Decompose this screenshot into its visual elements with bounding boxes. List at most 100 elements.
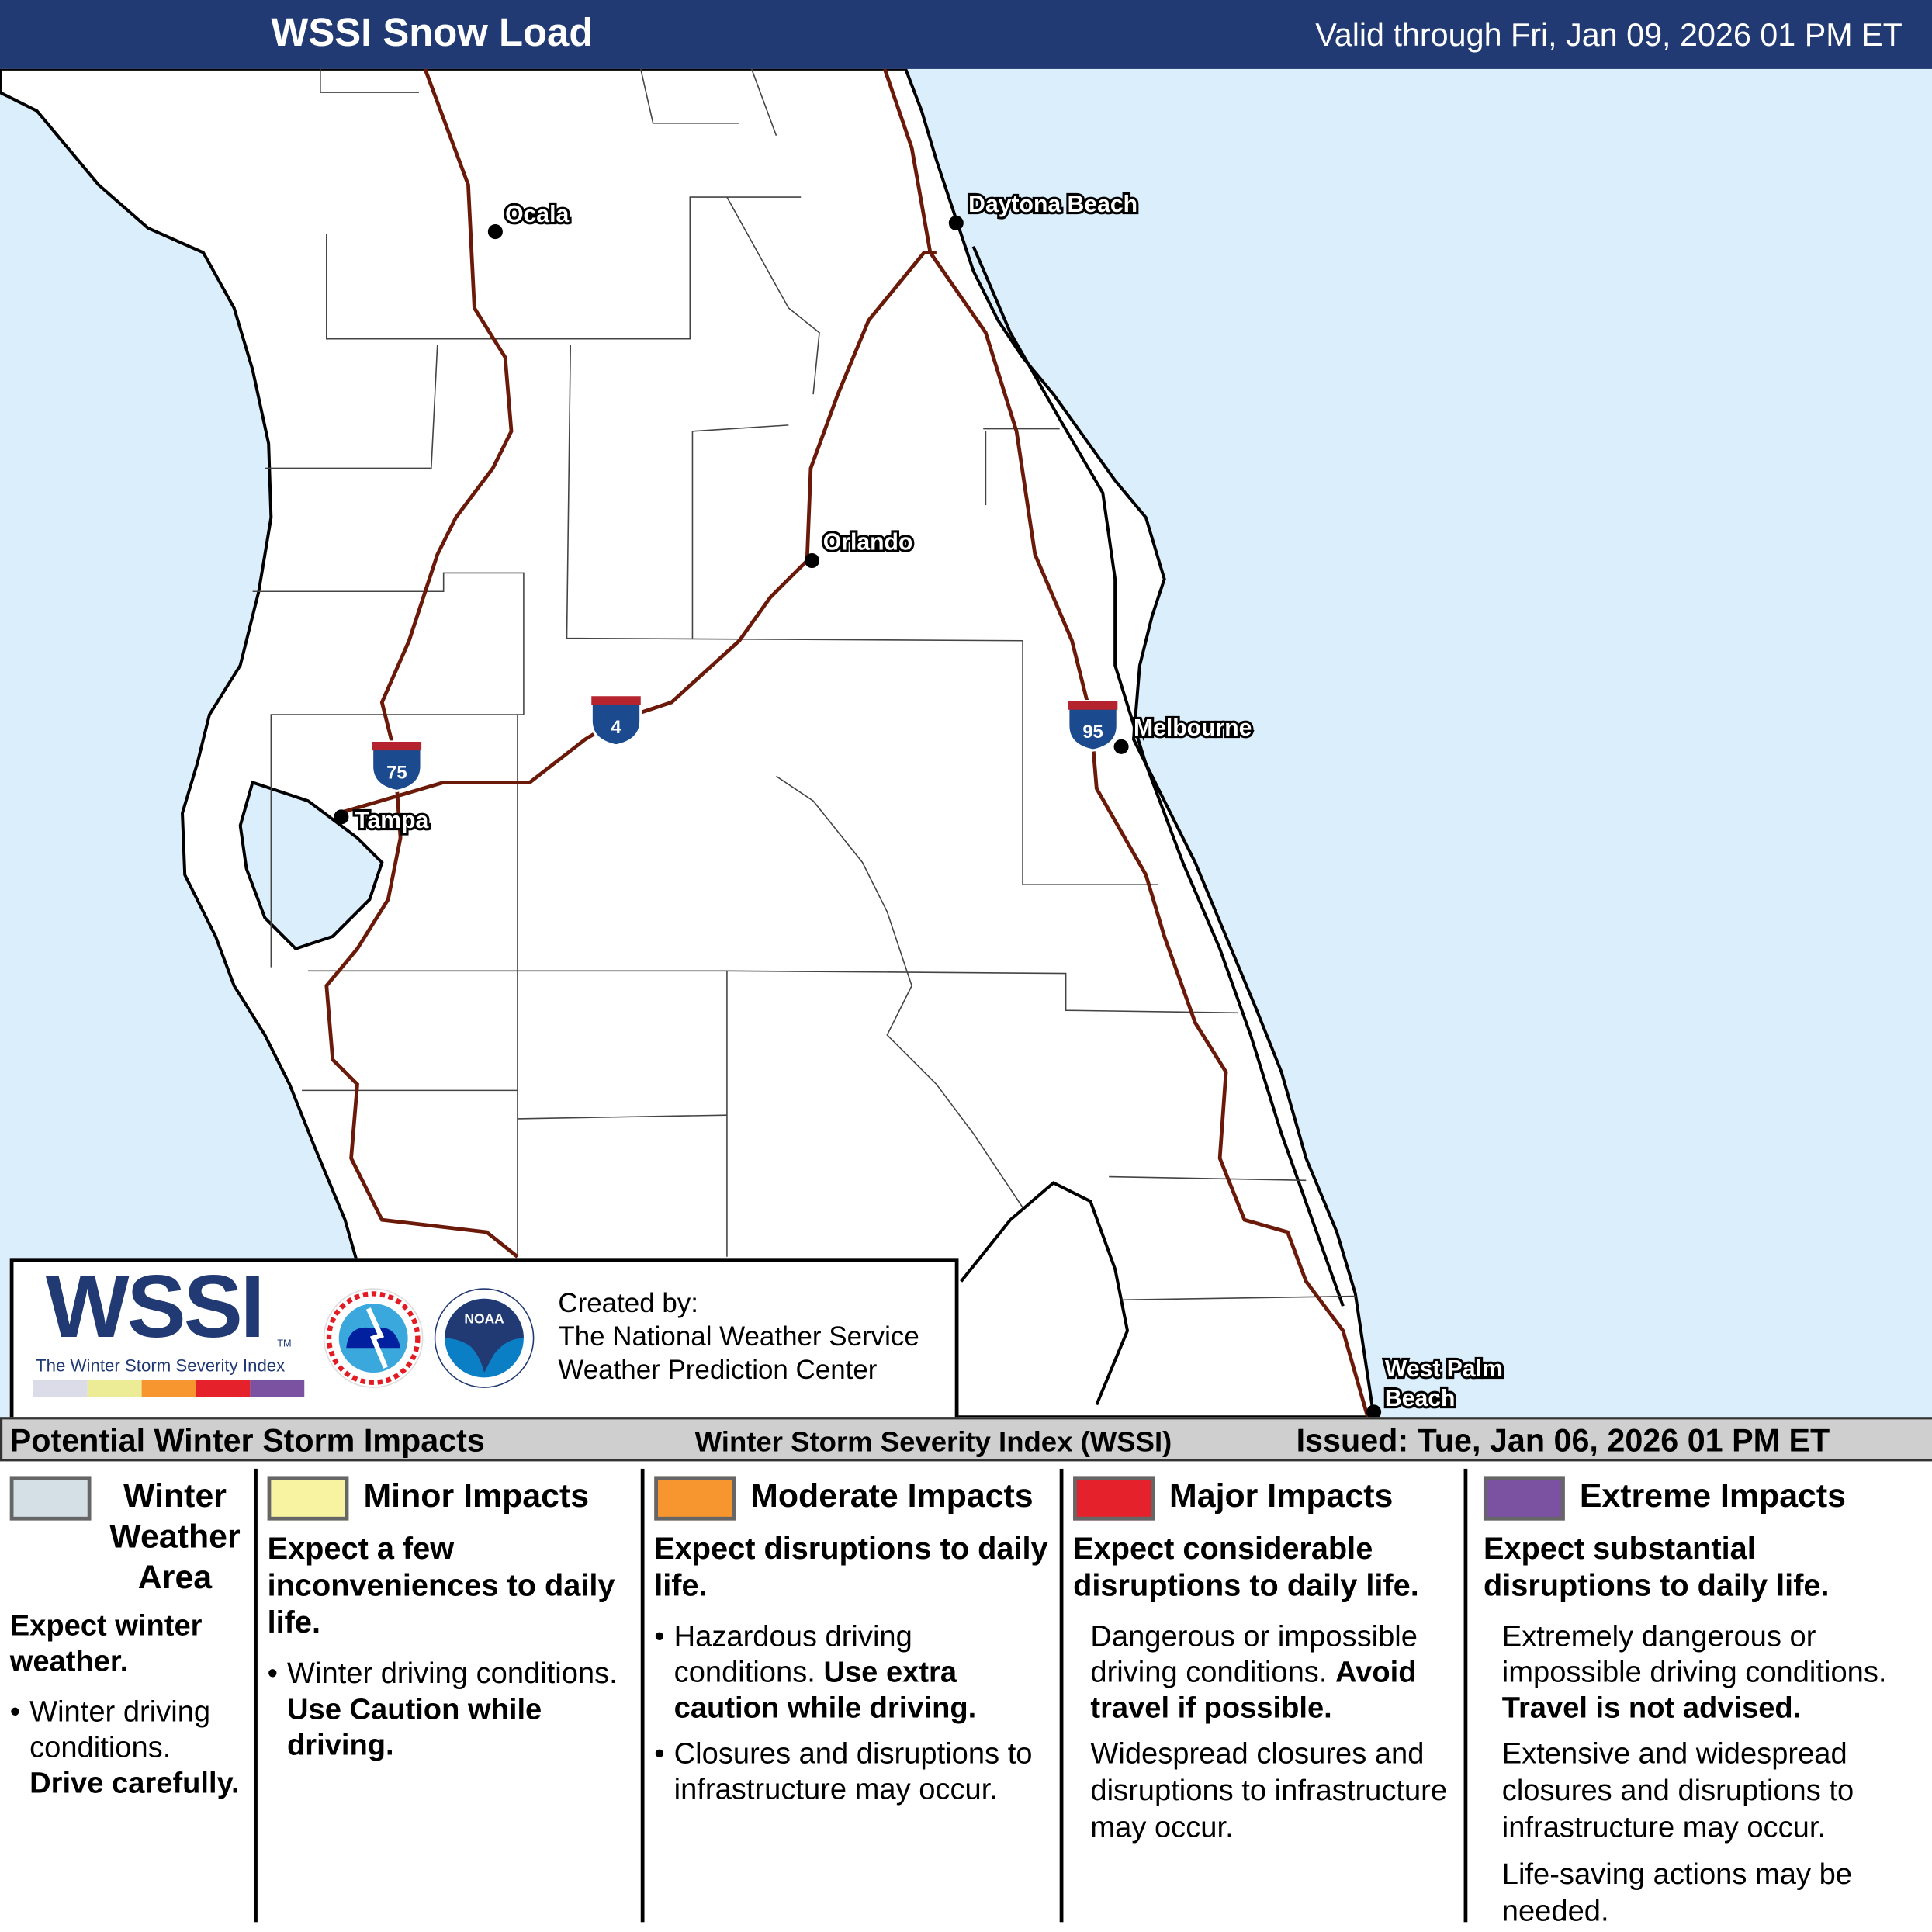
shield-i75: 75 <box>370 740 423 793</box>
city-label-beach: Beach <box>1385 1386 1456 1411</box>
legend-bold: Avoid travel if possible. <box>1090 1656 1417 1726</box>
trademark: TM <box>277 1338 292 1349</box>
cities: Ocala Daytona Beach Orlando Melbourne Ta… <box>334 189 1505 1418</box>
legend-extreme-impacts: Extreme Impacts Expect substantial disru… <box>1467 1464 1932 1928</box>
shield-i95: 95 <box>1067 699 1119 752</box>
i4-route <box>338 251 937 815</box>
city-label-orlando: Orlando <box>823 529 913 555</box>
org-nws: The National Weather Service <box>558 1321 919 1352</box>
legend-summary: Expect winter weather. <box>9 1608 203 1678</box>
legend-winter-weather-area: Winter Weather Area Expect winter weathe… <box>0 1464 251 1923</box>
legend-bullet: • Winter driving conditions. Drive carefu… <box>10 1695 249 1802</box>
florida-land <box>0 68 1376 1418</box>
legend-summary: Expect disruptions to daily life. <box>654 1531 1048 1604</box>
legend-bullet: • Hazardous driving conditions. Use extr… <box>654 1619 1052 1726</box>
shield-number: 75 <box>386 763 407 784</box>
org-wpc: Weather Prediction Center <box>558 1354 878 1385</box>
legend-text2: Widespread closures and disruptions to i… <box>1090 1737 1448 1845</box>
shield-number: 95 <box>1082 722 1103 743</box>
bullet: • <box>267 1657 278 1691</box>
legend-moderate-impacts: Moderate Impacts Expect disruptions to d… <box>645 1464 1060 1923</box>
legend-minor-impacts: Minor Impacts Expect a few inconvenience… <box>258 1464 641 1923</box>
legend-bullet: • Closures and disruptions to infrastruc… <box>654 1736 1052 1808</box>
city-label-west-palm: West Palm <box>1385 1356 1503 1382</box>
legend-bullet: • Winter driving conditions. Use Caution… <box>268 1656 636 1763</box>
city-dot-orlando <box>804 553 820 569</box>
interstate-shield-icon <box>370 740 423 793</box>
map: 75 4 95 Ocala Daytona Beach Orlando Melb… <box>0 68 1932 1418</box>
legend-swatch <box>1073 1476 1155 1521</box>
legend-bold: Drive carefully. <box>29 1767 240 1801</box>
lake-okeechobee-shore <box>960 1181 1130 1406</box>
impacts-heading: Potential Winter Storm Impacts <box>9 1421 485 1459</box>
interstate-shield-icon <box>590 694 642 747</box>
city-dot-daytona <box>948 215 964 230</box>
impacts-header-strip: Potential Winter Storm Impacts Winter St… <box>0 1417 1932 1462</box>
shield-number: 4 <box>611 717 621 738</box>
legend-text: Hazardous driving conditions. <box>673 1620 912 1690</box>
header-bar: WSSI Snow Load Valid through Fri, Jan 09… <box>0 0 1932 69</box>
legend-body: Dangerous or impossible driving conditio… <box>1073 1619 1459 1726</box>
legend-head: Moderate Impacts <box>654 1476 1052 1521</box>
legend-body: Winter driving conditions. Use Caution w… <box>287 1656 635 1763</box>
legend-swatch <box>9 1476 92 1521</box>
legend-swatch <box>267 1476 349 1521</box>
bullet: • <box>654 1620 665 1654</box>
legend-divider <box>1463 1468 1468 1923</box>
legend-divider <box>1059 1468 1064 1923</box>
legend-text2: Closures and disruptions to infrastructu… <box>673 1737 1033 1807</box>
bullet: • <box>9 1695 21 1729</box>
legend-text: Dangerous or impossible driving conditio… <box>1090 1620 1418 1690</box>
legend-swatch <box>654 1476 736 1521</box>
legend-body: Winter driving conditions. Drive carefull… <box>29 1695 249 1802</box>
legend-head: Winter Weather Area <box>9 1476 249 1598</box>
legend-head: Minor Impacts <box>267 1476 636 1521</box>
legend-title: Major Impacts <box>1169 1477 1394 1515</box>
city-label-tampa: Tampa <box>355 808 428 833</box>
city-label-ocala: Ocala <box>505 202 569 227</box>
bullet: • <box>654 1737 665 1771</box>
legend-summary: Expect considerable disruptions to daily… <box>1073 1531 1419 1604</box>
noaa-logo-icon: NOAA <box>434 1288 535 1388</box>
nws-logo-icon <box>323 1288 424 1388</box>
legend-summary: Expect substantial disruptions to daily … <box>1483 1531 1830 1604</box>
legend-title: Winter Weather Area <box>109 1477 241 1596</box>
legend-text3: Life-saving actions may be needed. <box>1501 1858 1853 1929</box>
severity-color-bar <box>33 1380 305 1397</box>
valid-time: Valid through Fri, Jan 09, 2026 01 PM ET <box>1315 16 1903 54</box>
city-dot-tampa <box>334 809 349 825</box>
legend-head: Extreme Impacts <box>1483 1476 1925 1521</box>
legend-head: Major Impacts <box>1073 1476 1459 1521</box>
wssi-subtitle: The Winter Storm Severity Index <box>36 1355 286 1376</box>
tampa-bay <box>238 780 384 951</box>
legend-text: Extremely dangerous or impossible drivin… <box>1501 1620 1887 1690</box>
legend-bold: Travel is not advised. <box>1501 1691 1802 1726</box>
city-label-melbourne: Melbourne <box>1134 715 1252 741</box>
shield-i4: 4 <box>590 694 642 747</box>
legend-text2: Extensive and widespread closures and di… <box>1501 1737 1854 1845</box>
legend-title: Moderate Impacts <box>750 1477 1034 1515</box>
legend-bold: Use extra caution while driving. <box>673 1656 977 1726</box>
issued-time: Issued: Tue, Jan 06, 2026 01 PM ET <box>1296 1421 1830 1459</box>
legend-title: Minor Impacts <box>363 1477 590 1515</box>
i95-route <box>882 68 1369 1418</box>
legend-text: Winter driving conditions. <box>29 1695 211 1765</box>
created-by-label: Created by: <box>558 1287 698 1319</box>
legend-divider <box>640 1468 645 1923</box>
city-dot-ocala <box>487 224 503 240</box>
legend-title: Extreme Impacts <box>1579 1477 1847 1515</box>
wssi-logo: WSSI <box>45 1258 265 1357</box>
legend-major-impacts: Major Impacts Expect considerable disrup… <box>1063 1464 1463 1923</box>
legend-text: Winter driving conditions. <box>287 1657 618 1691</box>
city-dot-melbourne <box>1113 739 1129 754</box>
city-dot-west-palm <box>1366 1404 1382 1418</box>
map-title: WSSI Snow Load <box>271 9 594 54</box>
credits-text: Created by: The National Weather Service… <box>558 1286 919 1387</box>
legend-swatch <box>1483 1476 1565 1521</box>
noaa-text: NOAA <box>464 1311 504 1327</box>
legend-divider <box>254 1468 258 1923</box>
legend-bold: Use Caution while driving. <box>287 1692 542 1762</box>
interstate-shield-icon <box>1067 699 1119 752</box>
indian-river-lagoon <box>971 245 1345 1307</box>
legend-summary: Expect a few inconveniences to daily lif… <box>267 1531 615 1640</box>
